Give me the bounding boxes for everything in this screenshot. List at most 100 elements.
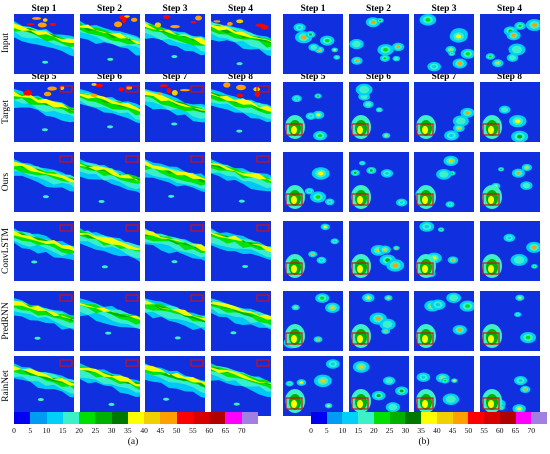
- colorbar-tick-label: 30: [401, 426, 410, 435]
- step-header: Step 1: [300, 4, 326, 14]
- row-label: PredRNN: [1, 302, 11, 340]
- colorbar-swatch: [225, 412, 242, 424]
- colorbar-tick-label: 0: [12, 426, 16, 435]
- colorbar-swatch: [241, 412, 258, 424]
- colorbar-tick-label: 5: [28, 426, 33, 435]
- colorbar-tick-label: 65: [511, 426, 520, 435]
- row-label: Target: [1, 100, 11, 124]
- step-header: Step 6: [96, 72, 123, 82]
- tile-convlstm-7: [414, 221, 474, 281]
- colorbar-tick-label: 30: [107, 426, 116, 435]
- colorbar-tick-label: 25: [385, 426, 394, 435]
- tile-input-4: [479, 14, 540, 74]
- colorbar-swatch: [127, 412, 145, 424]
- tile-input-2: [348, 14, 409, 74]
- colorbar-tick-label: 40: [140, 426, 148, 435]
- colorbar-swatch: [342, 412, 359, 424]
- colorbar-tick-label: 55: [480, 426, 488, 435]
- step-header: Step 8: [227, 72, 254, 82]
- colorbar: [311, 412, 548, 424]
- colorbar-tick-label: 45: [448, 426, 457, 435]
- step-header: Step 4: [496, 4, 523, 14]
- tile-convlstm-8: [210, 221, 271, 281]
- colorbar-swatch: [421, 412, 437, 424]
- colorbar-tick-label: 70: [237, 426, 246, 435]
- colorbar-tick-label: 35: [124, 426, 132, 435]
- colorbar-swatch: [14, 412, 31, 424]
- step-header: Step 3: [431, 4, 457, 14]
- tile-input-1: [14, 14, 74, 74]
- colorbar-swatch: [405, 412, 422, 424]
- colorbar-tick-label: 60: [496, 426, 504, 435]
- tile-ours-8: [210, 152, 271, 212]
- tile-convlstm-8: [479, 221, 540, 281]
- colorbar-tick-label: 15: [59, 426, 67, 435]
- colorbar-tick-label: 55: [189, 426, 197, 435]
- tile-rainnet-5: [14, 356, 74, 416]
- tile-ours-5: [283, 152, 343, 212]
- colorbar-tick-label: 15: [354, 426, 362, 435]
- step-header: Step 7: [162, 72, 188, 82]
- colorbar-tick-label: 10: [42, 426, 51, 435]
- colorbar-swatch: [499, 412, 516, 424]
- step-header: Step 7: [431, 72, 457, 82]
- colorbar-tick-label: 70: [527, 426, 536, 435]
- colorbar-swatch: [160, 412, 177, 424]
- step-header: Step 4: [227, 4, 254, 14]
- row-label: Ours: [1, 172, 11, 192]
- colorbar-swatch: [30, 412, 47, 424]
- tile-predrnn-6: [79, 291, 140, 351]
- colorbar-tick-label: 50: [172, 426, 181, 435]
- tile-target-6: [79, 82, 140, 142]
- tile-rainnet-6: [79, 356, 140, 416]
- colorbar-swatch: [326, 412, 343, 424]
- colorbar-swatch: [62, 412, 80, 424]
- colorbar-swatch: [515, 412, 532, 424]
- colorbar-tick-label: 60: [205, 426, 213, 435]
- colorbar-swatch: [46, 412, 63, 424]
- colorbar-swatch: [531, 412, 548, 424]
- colorbar-swatch: [79, 412, 96, 424]
- step-header: Step 6: [365, 72, 392, 82]
- tile-convlstm-6: [348, 221, 409, 281]
- colorbar-tick-label: 65: [221, 426, 230, 435]
- tile-rainnet-7: [145, 356, 205, 416]
- tile-predrnn-6: [348, 291, 409, 351]
- tile-target-7: [145, 82, 205, 142]
- tile-predrnn-5: [283, 291, 343, 351]
- colorbar: [14, 412, 258, 424]
- tile-ours-6: [79, 152, 140, 212]
- tile-target-7: [414, 82, 474, 142]
- colorbar-tick-label: 35: [417, 426, 425, 435]
- tile-ours-7: [414, 152, 474, 212]
- colorbar-tick-label: 45: [156, 426, 165, 435]
- tile-target-5: [283, 82, 343, 142]
- tile-predrnn-7: [414, 291, 474, 351]
- row-label: Input: [1, 32, 11, 54]
- row-label: ConvLSTM: [1, 228, 11, 274]
- colorbar-swatch: [209, 412, 226, 424]
- tile-input-4: [210, 14, 271, 74]
- tile-ours-6: [348, 152, 409, 212]
- colorbar-tick-label: 20: [370, 426, 378, 435]
- panel-caption: (b): [418, 437, 430, 447]
- colorbar-swatch: [436, 412, 453, 424]
- colorbar-swatch: [452, 412, 469, 424]
- tile-ours-7: [145, 152, 205, 212]
- colorbar-swatch: [311, 412, 327, 424]
- colorbar-swatch: [192, 412, 210, 424]
- colorbar-swatch: [468, 412, 485, 424]
- tile-rainnet-8: [210, 356, 271, 416]
- colorbar-swatch: [484, 412, 500, 424]
- step-header: Step 2: [365, 4, 392, 14]
- tile-predrnn-5: [14, 291, 74, 351]
- colorbar-swatch: [176, 412, 193, 424]
- step-header: Step 5: [300, 72, 326, 82]
- colorbar-tick-label: 20: [75, 426, 83, 435]
- tile-input-3: [145, 14, 205, 74]
- tile-predrnn-8: [479, 291, 540, 351]
- panel-caption: (a): [127, 437, 139, 447]
- tile-rainnet-7: [414, 356, 474, 416]
- colorbar-tick-label: 25: [91, 426, 100, 435]
- tile-rainnet-8: [479, 356, 540, 416]
